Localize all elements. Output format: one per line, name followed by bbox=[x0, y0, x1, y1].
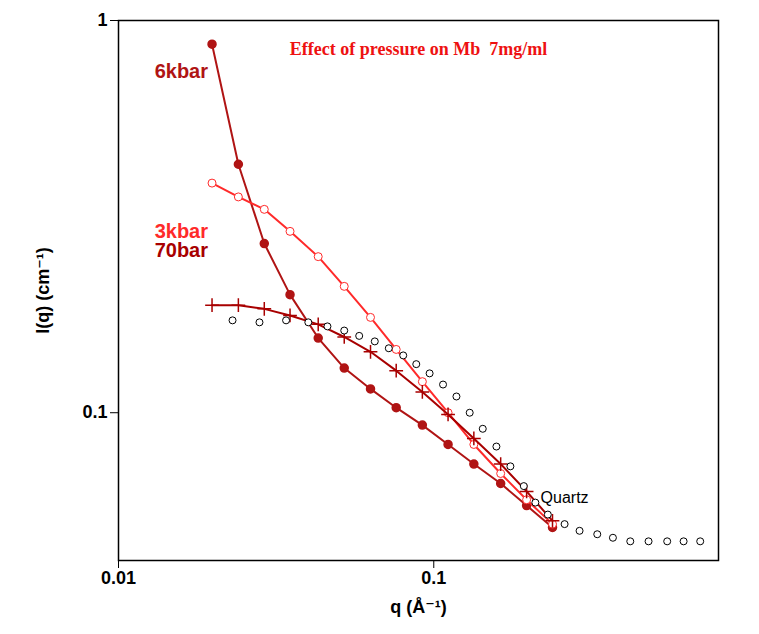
svg-text:70bar: 70bar bbox=[155, 239, 209, 261]
svg-text:Effect of pressure on Mb 7mg/: Effect of pressure on Mb 7mg/ml bbox=[290, 39, 547, 59]
svg-text:6kbar: 6kbar bbox=[155, 60, 209, 82]
svg-text:I(q) (cm⁻¹): I(q) (cm⁻¹) bbox=[33, 247, 53, 333]
svg-text:q (Å⁻¹): q (Å⁻¹) bbox=[390, 597, 446, 617]
svg-text:0.01: 0.01 bbox=[101, 568, 136, 588]
svg-text:0.1: 0.1 bbox=[82, 402, 107, 422]
svg-text:1: 1 bbox=[97, 10, 107, 30]
svg-text:Quartz: Quartz bbox=[541, 489, 589, 506]
svg-text:3kbar: 3kbar bbox=[154, 219, 208, 242]
svg-text:0.1: 0.1 bbox=[421, 568, 446, 588]
